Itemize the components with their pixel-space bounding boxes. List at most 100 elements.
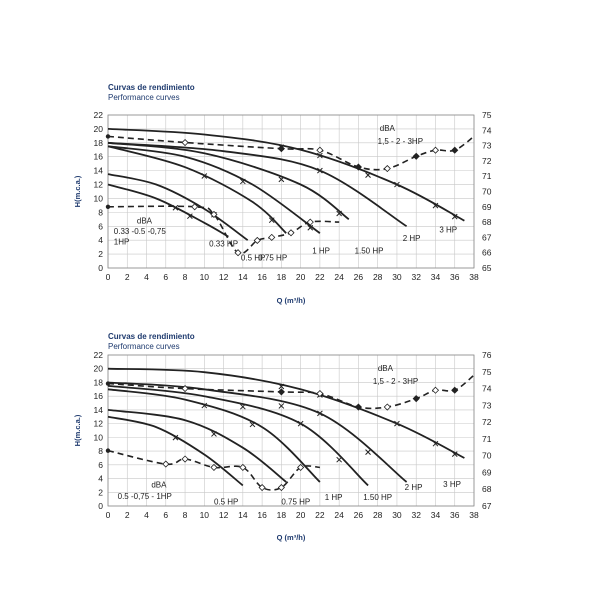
chart1-curve-marker [365, 172, 371, 178]
chart2-marker-stroke [365, 449, 371, 455]
chart1-dba-marker [105, 204, 111, 209]
chart2-dba-marker [297, 463, 305, 471]
chart2-dba-marker [383, 403, 391, 411]
chart1-dba-marker [316, 146, 324, 154]
chart1-marker-stroke [432, 202, 439, 209]
chart2-curve-marker [394, 420, 400, 427]
chart1-curve-marker [336, 210, 343, 217]
chart2-dba-marker [431, 386, 440, 394]
chart2-curve-marker [297, 420, 304, 427]
chart1-y-tick-label: 18 [94, 138, 104, 148]
chart1-dba-marker [277, 145, 285, 153]
chart2-dba-left-title: dBA [151, 480, 167, 489]
chart2-curve-marker [432, 440, 439, 447]
chart2-x-tick-label: 26 [354, 510, 364, 520]
chart1-dba-marker [105, 134, 111, 139]
chart2-marker-stroke [297, 420, 304, 427]
chart1-curve-label: 3 HP [439, 226, 457, 235]
chart1-marker-stroke [187, 213, 193, 220]
chart2-y2-tick-label: 71 [482, 434, 492, 444]
chart2-curve-label: 3 HP [443, 480, 461, 489]
chart2-dba-marker [354, 403, 362, 411]
chart2-dba-marker [239, 463, 247, 471]
chart1-x-tick-label: 0 [106, 272, 111, 282]
chart2-x-tick-label: 24 [334, 510, 344, 520]
chart1-title: Curvas de rendimiento [108, 83, 195, 92]
chart2-dba-marker [181, 455, 189, 463]
chart1-marker-stroke [239, 178, 246, 185]
chart2-dba-marker [210, 463, 218, 471]
chart1-dba-marker [431, 146, 440, 154]
chart1-curve-marker [201, 173, 208, 179]
chart1-marker-stroke [201, 173, 208, 179]
chart2-marker-stroke [201, 402, 208, 409]
chart1-dba-marker [354, 163, 362, 171]
chart1-y-tick-label: 16 [94, 152, 104, 162]
chart2-dba-marker [105, 381, 111, 386]
chart1-x-tick-label: 24 [334, 272, 344, 282]
chart1-dba-marker [412, 152, 420, 160]
chart2-curve-2hp [107, 381, 408, 483]
chart2-curve-marker [365, 449, 371, 455]
chart2-y-tick-label: 2 [98, 487, 103, 497]
chart2-curve-label: 0.75 HP [281, 498, 310, 507]
chart1-curve-label: 2 HP [403, 234, 421, 243]
chart1-dba-marker [287, 229, 295, 237]
chart1-y-tick-label: 20 [94, 124, 104, 134]
chart2-dba-marker [412, 395, 420, 403]
chart1-curve-marker [451, 213, 458, 220]
chart1-dba-marker [181, 138, 189, 147]
chart2-x-tick-label: 6 [163, 510, 168, 520]
chart1-x-tick-label: 10 [200, 272, 210, 282]
chart2-dba-right-label: 1,5 - 2 - 3HP [373, 377, 418, 386]
chart1-plot-frame [107, 114, 475, 269]
chart2-x-tick-label: 18 [277, 510, 287, 520]
chart2-x-tick-label: 2 [125, 510, 130, 520]
chart1-marker-stroke [278, 176, 285, 183]
chart1-dba-marker [210, 210, 218, 219]
chart2-curve-label: 0.5 HP [214, 498, 238, 507]
chart2-dba-marker [258, 483, 266, 492]
chart1-x-tick-label: 38 [469, 272, 479, 282]
chart1-y-tick-label: 12 [94, 180, 104, 190]
chart2-dba-curve-1 [107, 374, 475, 410]
chart1-dba-curve-1 [107, 135, 475, 171]
chart2-y-tick-label: 20 [94, 364, 104, 374]
chart2-curve-marker [239, 403, 246, 410]
chart1-dba-marker [191, 203, 199, 211]
chart2-y-tick-label: 10 [94, 432, 104, 442]
chart1-x-tick-label: 30 [392, 272, 402, 282]
chart1-curve-marker [239, 178, 246, 185]
chart2-y-tick-label: 18 [94, 377, 104, 387]
chart1-y-tick-label: 14 [94, 166, 104, 176]
chart1-y-tick-label: 8 [98, 207, 103, 217]
chart2-x-tick-label: 10 [200, 510, 210, 520]
chart1-marker-stroke [451, 213, 458, 220]
chart1-y2-tick-label: 74 [482, 125, 492, 135]
chart1-y2-tick-label: 72 [482, 156, 492, 166]
chart2-curve-label: 1.50 HP [363, 493, 392, 502]
chart2-x-tick-label: 30 [392, 510, 402, 520]
chart2-marker-stroke [394, 420, 400, 427]
chart2-marker-stroke [432, 440, 439, 447]
chart1-dba-left-label-1: 0.33 -0.5 -0,75 [114, 227, 167, 236]
chart2-marker-stroke [249, 421, 256, 428]
chart1-dba-marker [383, 164, 391, 173]
chart2-curve-marker [249, 421, 256, 428]
chart2-y2-tick-label: 70 [482, 451, 492, 461]
chart1-x-tick-label: 28 [373, 272, 383, 282]
chart2-y2-tick-label: 69 [482, 467, 492, 477]
chart2-y-tick-label: 6 [98, 460, 103, 470]
chart1-y2-tick-label: 65 [482, 263, 492, 273]
chart2-curve-marker [278, 403, 285, 409]
chart2-y-axis-label: H(m.c.a.) [73, 414, 82, 446]
chart1-x-tick-label: 4 [144, 272, 149, 282]
chart1-y2-tick-label: 69 [482, 202, 492, 212]
chart2-dba-marker [162, 460, 170, 468]
chart2-dba-right-title: dBA [378, 364, 394, 373]
chart2-y2-tick-label: 68 [482, 484, 492, 494]
chart2-marker-stroke [278, 403, 285, 409]
chart2-x-tick-label: 4 [144, 510, 149, 520]
